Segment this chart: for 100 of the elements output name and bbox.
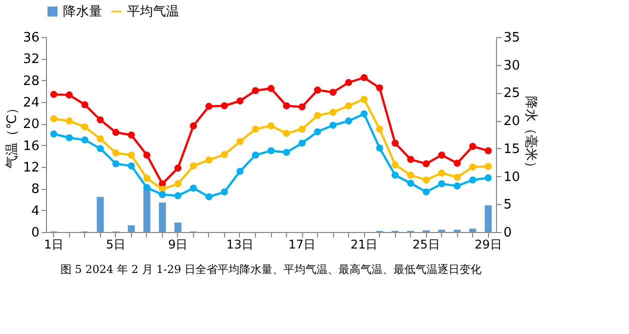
- point: [392, 161, 399, 168]
- bar: [469, 228, 476, 232]
- point: [360, 74, 368, 82]
- x-tick-label: 21日: [350, 238, 378, 252]
- bar: [174, 222, 182, 232]
- point: [345, 78, 352, 86]
- point: [454, 160, 461, 167]
- point: [345, 102, 352, 110]
- y2-tick-label: 15: [504, 142, 520, 157]
- x-tick-label: 17日: [288, 238, 316, 252]
- x-tick-label: 29日: [474, 238, 502, 252]
- bar: [128, 225, 135, 232]
- point: [128, 152, 135, 159]
- y2-tick-label: 20: [504, 114, 520, 130]
- y-tick-label: 8: [31, 182, 40, 198]
- point: [469, 176, 476, 184]
- point: [158, 191, 166, 198]
- point: [236, 168, 244, 175]
- point: [330, 88, 337, 96]
- point: [438, 169, 446, 176]
- y2-tick-label: 25: [504, 86, 520, 102]
- y2-tick-label: 10: [504, 170, 520, 185]
- bar: [484, 205, 492, 232]
- point: [143, 174, 150, 182]
- point: [143, 152, 150, 159]
- y2-tick-label: 0: [504, 226, 512, 240]
- point: [330, 108, 337, 116]
- point: [298, 103, 306, 110]
- point: [360, 110, 368, 118]
- point: [298, 140, 306, 147]
- point: [267, 122, 275, 130]
- point: [438, 180, 446, 188]
- y2-tick-label: 30: [504, 58, 520, 74]
- point: [376, 84, 384, 92]
- point: [422, 160, 430, 168]
- point: [376, 126, 384, 133]
- x-tick-label: 5日: [106, 238, 126, 252]
- point: [252, 87, 260, 94]
- y-tick-label: 32: [22, 52, 40, 68]
- point: [252, 126, 260, 133]
- point: [205, 193, 212, 200]
- point: [50, 90, 58, 98]
- point: [190, 162, 197, 170]
- y-tick-label: 16: [22, 138, 40, 154]
- y2-tick-label: 35: [504, 30, 520, 46]
- point: [128, 132, 135, 139]
- bar: [158, 202, 166, 232]
- point: [66, 117, 73, 124]
- point: [81, 101, 88, 108]
- point: [407, 172, 414, 179]
- point: [174, 164, 182, 172]
- x-tick-label: 1日: [44, 238, 64, 252]
- x-tick-label: 9日: [168, 238, 188, 252]
- x-tick-label: 13日: [226, 238, 254, 252]
- point: [220, 102, 228, 110]
- y-tick-label: 20: [22, 117, 40, 132]
- point: [66, 91, 73, 98]
- point: [422, 188, 430, 196]
- point: [96, 116, 104, 124]
- point: [205, 102, 212, 110]
- point: [190, 122, 197, 130]
- point: [174, 180, 182, 188]
- point: [267, 84, 275, 92]
- point: [469, 142, 476, 150]
- y-tick-label: 4: [31, 204, 40, 219]
- y-tick-label: 36: [22, 30, 40, 46]
- point: [205, 156, 212, 164]
- bar: [143, 186, 150, 232]
- bar: [96, 196, 104, 232]
- point: [314, 112, 322, 120]
- point: [220, 151, 228, 158]
- caption: 图 5 2024 年 2 月 1-29 日全省平均降水量、平均气温、最高气温、最低气温逐日变化: [60, 263, 482, 276]
- x-tick-label: 25日: [412, 238, 440, 252]
- point: [484, 162, 492, 170]
- point: [282, 148, 290, 156]
- point: [360, 96, 368, 103]
- point: [282, 102, 290, 110]
- point: [112, 160, 120, 168]
- point: [392, 172, 399, 179]
- point: [376, 144, 384, 152]
- point: [174, 192, 182, 200]
- y2-tick-label: 5: [504, 198, 512, 213]
- point: [143, 184, 150, 192]
- point: [267, 147, 275, 154]
- y2-axis-title: 降水（毫米）: [523, 96, 540, 174]
- point: [454, 182, 461, 190]
- point: [128, 162, 135, 170]
- point: [484, 147, 492, 154]
- point: [81, 123, 88, 130]
- point: [314, 128, 322, 136]
- point: [454, 174, 461, 181]
- point: [407, 156, 414, 163]
- point: [345, 117, 352, 124]
- point: [484, 174, 492, 182]
- y-tick-label: 0: [31, 226, 40, 240]
- y-tick-label: 12: [22, 160, 40, 176]
- point: [438, 152, 446, 159]
- point: [407, 180, 414, 187]
- point: [96, 145, 104, 152]
- y-axis-title: 气温（℃）: [4, 102, 20, 168]
